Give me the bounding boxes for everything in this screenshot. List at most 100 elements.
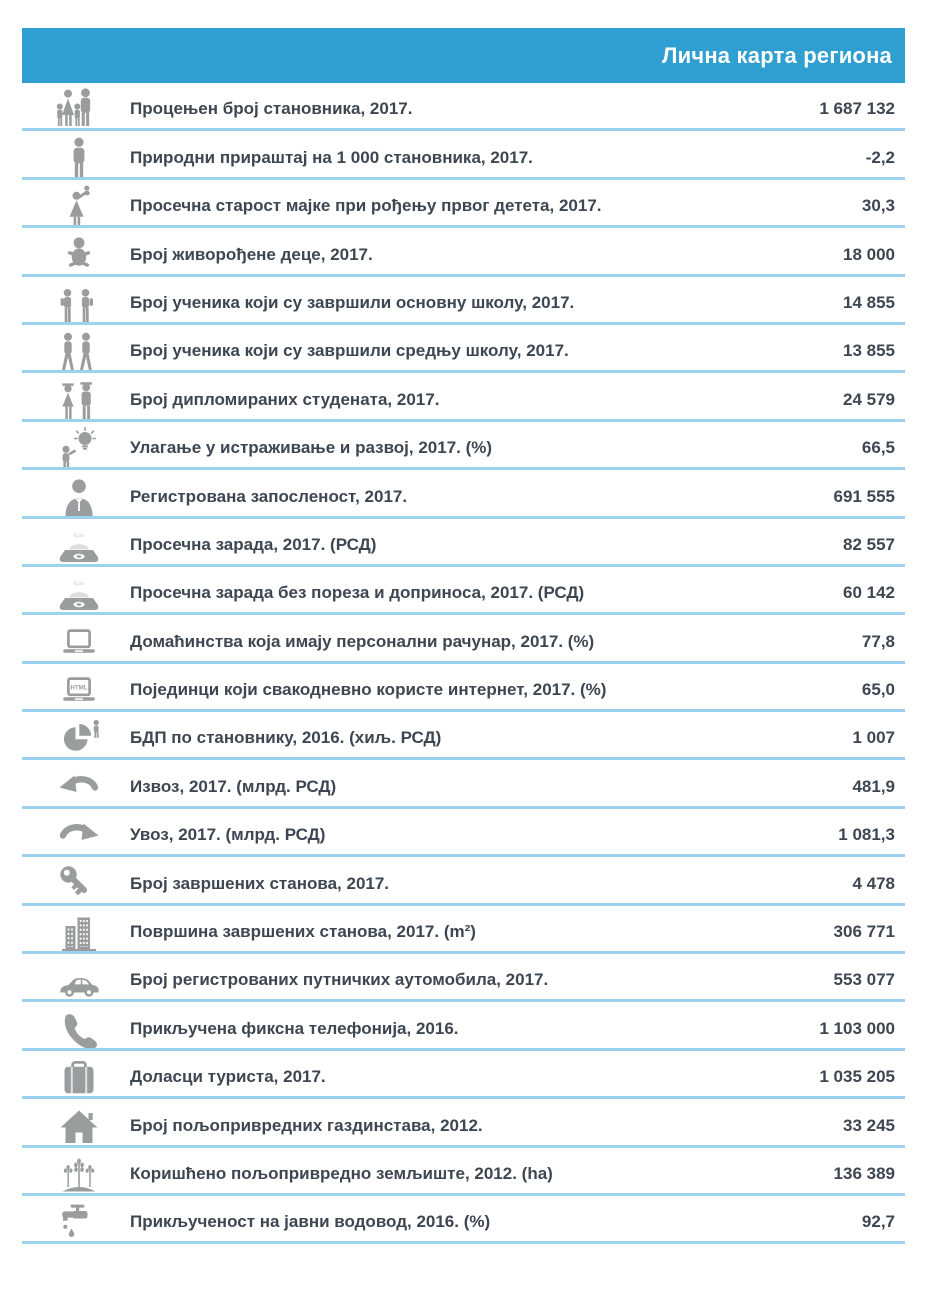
students-icon <box>36 330 122 371</box>
laptop-html-icon: HTML <box>36 669 122 709</box>
table-row: Прикључена фиксна телефонија, 2016. 1 10… <box>22 1002 905 1051</box>
research-icon <box>36 427 122 468</box>
row-label: Просечна зарада, 2017. (РСД) <box>130 534 377 554</box>
table-row: Број регистрованих путничких аутомобила,… <box>22 954 905 1003</box>
table-row: Регистрована запосленост, 2017. 691 555 <box>22 470 905 519</box>
table-row: Извоз, 2017. (млрд. РСД) 481,9 <box>22 760 905 809</box>
region-id-card: Лична карта региона Процењен број станов… <box>22 28 905 1245</box>
row-value: 33 245 <box>843 1115 895 1135</box>
table-row: Процењен број становника, 2017. 1 687 13… <box>22 83 905 132</box>
row-label: Природни прираштај на 1 000 становника, … <box>130 147 533 167</box>
row-value: 14 855 <box>843 292 895 312</box>
row-value: 24 579 <box>843 389 895 409</box>
row-label: БДП по становнику, 2016. (хиљ. РСД) <box>130 728 442 748</box>
row-value: 4 478 <box>852 873 895 893</box>
row-value: 1 687 132 <box>819 99 895 119</box>
salary-icon: €uro <box>36 524 122 564</box>
svg-text:€uro: €uro <box>73 581 84 587</box>
row-value: 1 007 <box>852 728 895 748</box>
person-icon <box>36 137 122 177</box>
key-icon <box>36 863 122 903</box>
water-tap-icon <box>36 1201 122 1241</box>
row-value: 481,9 <box>852 776 895 796</box>
row-value: 92,7 <box>861 1212 895 1232</box>
table-row: Домаћинства која имају персонални рачуна… <box>22 615 905 664</box>
table-row: Улагање у истраживање и развој, 2017. (%… <box>22 422 905 471</box>
car-icon <box>36 959 122 999</box>
svg-text:€uro: €uro <box>73 533 84 539</box>
table-header: Лична карта региона <box>22 28 905 83</box>
phone-icon <box>36 1008 122 1048</box>
row-value: 82 557 <box>843 534 895 554</box>
export-arrow-icon <box>36 766 122 806</box>
row-value: 66,5 <box>861 438 895 458</box>
baby-icon <box>36 234 122 274</box>
suitcase-icon <box>36 1056 122 1096</box>
row-label: Регистрована запосленост, 2017. <box>130 486 408 506</box>
row-label: Процењен број становника, 2017. <box>130 99 413 119</box>
row-value: 691 555 <box>833 486 895 506</box>
row-value: 1 103 000 <box>819 1018 895 1038</box>
row-value: -2,2 <box>865 147 895 167</box>
table-row: Број ученика који су завршили средњу шко… <box>22 325 905 374</box>
row-value: 1 035 205 <box>819 1067 895 1087</box>
pupils-icon <box>36 282 122 322</box>
import-arrow-icon <box>36 814 122 854</box>
row-label: Број пољопривредних газдинстава, 2012. <box>130 1115 483 1135</box>
page-title: Лична карта региона <box>661 42 892 68</box>
table-row: Површина завршених станова, 2017. (m²) 3… <box>22 906 905 955</box>
row-value: 18 000 <box>843 244 895 264</box>
row-value: 306 771 <box>833 922 895 942</box>
row-label: Појединци који свакодневно користе интер… <box>130 680 607 700</box>
row-label: Број ученика који су завршили средњу шко… <box>130 341 569 361</box>
table-row: Број дипломираних студената, 2017. 24 57… <box>22 373 905 422</box>
row-label: Прикљученост на јавни водовод, 2016. (%) <box>130 1212 491 1232</box>
row-label: Домаћинства која имају персонални рачуна… <box>130 631 595 651</box>
row-value: 13 855 <box>843 341 895 361</box>
row-label: Просечна старост мајке при рођењу првог … <box>130 196 602 216</box>
graduates-icon <box>36 379 122 419</box>
table-row: Број завршених станова, 2017. 4 478 <box>22 857 905 906</box>
row-label: Број завршених станова, 2017. <box>130 873 390 893</box>
row-label: Број регистрованих путничких аутомобила,… <box>130 970 549 990</box>
table-row: Природни прираштај на 1 000 становника, … <box>22 131 905 180</box>
table-row: €uro Просечна зарада без пореза и доприн… <box>22 567 905 616</box>
row-value: 65,0 <box>861 680 895 700</box>
table-row: €uro Просечна зарада, 2017. (РСД) 82 557 <box>22 519 905 567</box>
svg-text:HTML: HTML <box>71 686 88 692</box>
row-label: Просечна зарада без пореза и доприноса, … <box>130 583 585 603</box>
net-salary-icon: €uro <box>36 572 122 612</box>
row-value: 60 142 <box>843 583 895 603</box>
row-label: Број дипломираних студената, 2017. <box>130 389 440 409</box>
table-row: Увоз, 2017. (млрд. РСД) 1 081,3 <box>22 809 905 858</box>
buildings-icon <box>36 911 122 952</box>
table-row: Број живорођене деце, 2017. 18 000 <box>22 228 905 277</box>
table-row: HTML Појединци који свакодневно користе … <box>22 664 905 713</box>
employee-icon <box>36 476 122 516</box>
table-row: Коришћено пољопривредно земљиште, 2012. … <box>22 1148 905 1196</box>
family-icon <box>36 88 122 128</box>
mother-baby-icon <box>36 185 122 226</box>
table-row: Просечна старост мајке при рођењу првог … <box>22 180 905 229</box>
row-value: 30,3 <box>861 196 895 216</box>
row-label: Извоз, 2017. (млрд. РСД) <box>130 776 337 796</box>
row-label: Број живорођене деце, 2017. <box>130 244 373 264</box>
stats-table: Процењен број становника, 2017. 1 687 13… <box>22 83 905 1245</box>
table-row: Доласци туриста, 2017. 1 035 205 <box>22 1051 905 1100</box>
row-label: Површина завршених станова, 2017. (m²) <box>130 922 476 942</box>
row-label: Доласци туриста, 2017. <box>130 1067 326 1087</box>
row-label: Прикључена фиксна телефонија, 2016. <box>130 1018 459 1038</box>
gdp-pie-icon <box>36 717 122 757</box>
row-value: 553 077 <box>833 970 895 990</box>
row-value: 1 081,3 <box>838 825 895 845</box>
table-row: Прикљученост на јавни водовод, 2016. (%)… <box>22 1196 905 1245</box>
row-label: Коришћено пољопривредно земљиште, 2012. … <box>130 1163 553 1183</box>
farmland-icon <box>36 1153 122 1193</box>
row-label: Број ученика који су завршили основну шк… <box>130 292 575 312</box>
house-icon <box>36 1105 122 1145</box>
row-label: Улагање у истраживање и развој, 2017. (%… <box>130 438 493 458</box>
table-row: БДП по становнику, 2016. (хиљ. РСД) 1 00… <box>22 712 905 761</box>
row-value: 77,8 <box>861 631 895 651</box>
table-row: Број ученика који су завршили основну шк… <box>22 277 905 325</box>
row-label: Увоз, 2017. (млрд. РСД) <box>130 825 326 845</box>
